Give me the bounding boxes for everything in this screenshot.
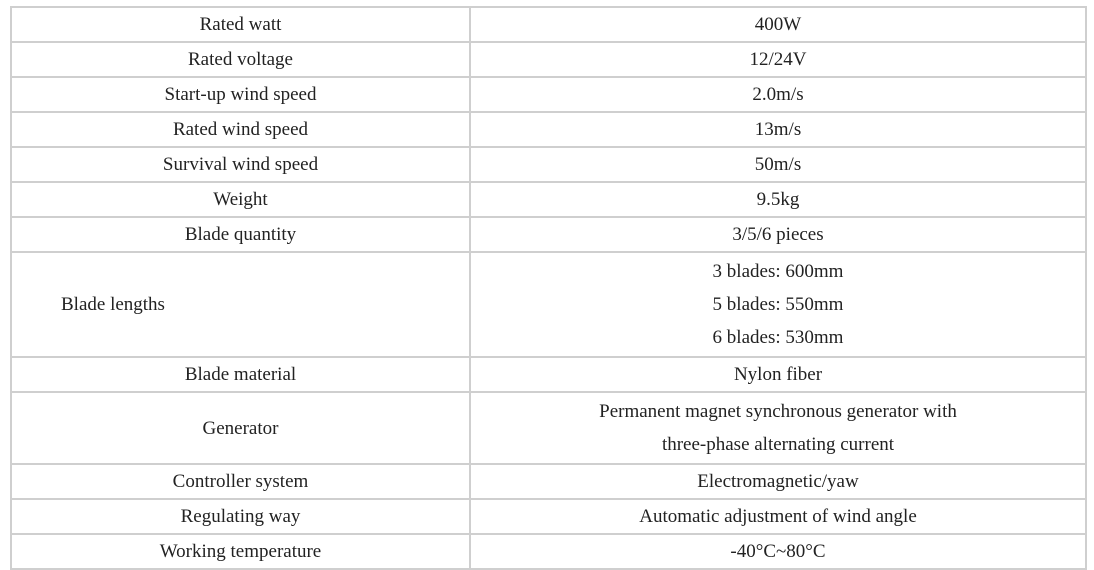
spec-row: Blade lengths 3 blades: 600mm 5 blades: 55… <box>10 251 1087 358</box>
spec-value-line: 13m/s <box>754 119 802 140</box>
spec-value-line: 400W <box>754 14 802 35</box>
spec-value: 2.0m/s <box>469 76 1087 113</box>
spec-row: Rated voltage 12/24V <box>10 41 1087 78</box>
spec-value-line: Automatic adjustment of wind angle <box>639 506 917 527</box>
spec-value: 12/24V <box>469 41 1087 78</box>
spec-row: Blade material Nylon fiber <box>10 356 1087 393</box>
spec-value: -40°C~80°C <box>469 533 1087 570</box>
spec-value-line: 50m/s <box>754 154 802 175</box>
spec-row: Survival wind speed 50m/s <box>10 146 1087 183</box>
spec-value: 50m/s <box>469 146 1087 183</box>
spec-label: Rated wind speed <box>10 111 471 148</box>
spec-label: Weight <box>10 181 471 218</box>
spec-value-line: Permanent magnet synchronous generator w… <box>599 401 957 422</box>
spec-label: Rated voltage <box>10 41 471 78</box>
spec-value: 9.5kg <box>469 181 1087 218</box>
spec-value: Permanent magnet synchronous generator w… <box>469 391 1087 465</box>
spec-value: 3/5/6 pieces <box>469 216 1087 253</box>
spec-label: Rated watt <box>10 6 471 43</box>
spec-row: Rated watt 400W <box>10 6 1087 43</box>
spec-value-line: 2.0m/s <box>752 84 804 105</box>
spec-value-line: Nylon fiber <box>733 364 823 385</box>
spec-label: Generator <box>10 391 471 465</box>
spec-label: Blade quantity <box>10 216 471 253</box>
spec-value: 400W <box>469 6 1087 43</box>
spec-row: Regulating way Automatic adjustment of wi… <box>10 498 1087 535</box>
spec-row: Weight 9.5kg <box>10 181 1087 218</box>
spec-value-line: 6 blades: 530mm <box>712 327 844 348</box>
spec-value-line: Electromagnetic/yaw <box>697 471 859 492</box>
spec-label: Working temperature <box>10 533 471 570</box>
spec-label: Blade material <box>10 356 471 393</box>
spec-value-line: 9.5kg <box>756 189 800 210</box>
spec-label: Survival wind speed <box>10 146 471 183</box>
spec-row: Controller system Electromagnetic/yaw <box>10 463 1087 500</box>
spec-row: Blade quantity 3/5/6 pieces <box>10 216 1087 253</box>
spec-value-line: 3 blades: 600mm <box>712 261 844 282</box>
spec-value-line: -40°C~80°C <box>730 541 826 562</box>
spec-value: Nylon fiber <box>469 356 1087 393</box>
spec-label: Regulating way <box>10 498 471 535</box>
spec-value-line: 12/24V <box>749 49 807 70</box>
spec-value: 3 blades: 600mm 5 blades: 550mm 6 blades: … <box>469 251 1087 358</box>
spec-row: Start-up wind speed 2.0m/s <box>10 76 1087 113</box>
spec-value: 13m/s <box>469 111 1087 148</box>
spec-row: Generator Permanent magnet synchronous ge… <box>10 391 1087 465</box>
spec-label: Controller system <box>10 463 471 500</box>
spec-value-line: three-phase alternating current <box>661 434 895 455</box>
spec-value-line: 3/5/6 pieces <box>732 224 824 245</box>
spec-row: Working temperature -40°C~80°C <box>10 533 1087 570</box>
spec-value: Automatic adjustment of wind angle <box>469 498 1087 535</box>
spec-value-line: 5 blades: 550mm <box>712 294 844 315</box>
spec-row: Rated wind speed 13m/s <box>10 111 1087 148</box>
spec-label: Start-up wind speed <box>10 76 471 113</box>
spec-label: Blade lengths <box>10 251 471 358</box>
spec-value: Electromagnetic/yaw <box>469 463 1087 500</box>
spec-table: Rated watt 400W Rated voltage 12/24V Start-u… <box>10 6 1087 570</box>
